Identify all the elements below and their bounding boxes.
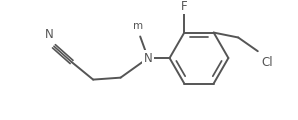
Text: F: F xyxy=(181,0,188,13)
Text: m: m xyxy=(133,21,143,31)
Text: N: N xyxy=(45,28,53,41)
Text: N: N xyxy=(144,52,152,65)
Text: Cl: Cl xyxy=(262,56,273,69)
